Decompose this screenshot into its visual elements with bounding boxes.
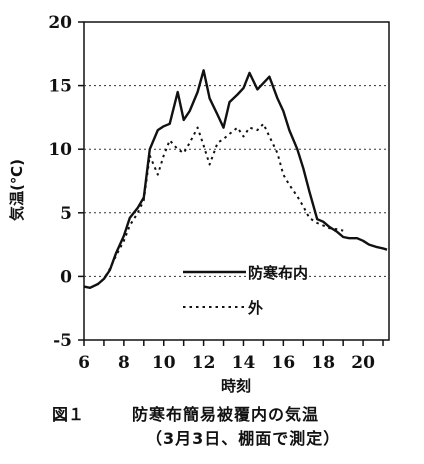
x-tick-label: 16 xyxy=(272,353,296,373)
plot-frame xyxy=(83,21,390,341)
y-tick-label: 20 xyxy=(48,13,72,33)
y-axis-label: 気温(℃) xyxy=(8,159,26,221)
figure-number: 図１ xyxy=(52,405,85,424)
y-tick-label: 5 xyxy=(60,204,72,224)
y-tick-labels: -5 0 5 10 15 20 xyxy=(48,13,72,351)
y-tick-label: 0 xyxy=(60,267,72,287)
x-tick-label: 10 xyxy=(152,353,176,373)
axis-ticks xyxy=(78,21,384,346)
horizontal-gridlines xyxy=(84,85,389,277)
x-tick-labels: 6 8 10 12 14 16 18 20 xyxy=(78,353,375,373)
figure-subtitle: （3月3日、棚面で測定） xyxy=(146,429,341,448)
series-line-inside xyxy=(83,69,388,289)
y-tick-label: -5 xyxy=(53,331,72,351)
x-tick-label: 20 xyxy=(351,353,375,373)
x-tick-label: 14 xyxy=(232,353,256,373)
series-lines xyxy=(83,69,388,289)
x-tick-label: 6 xyxy=(78,353,90,373)
x-tick-label: 8 xyxy=(118,353,130,373)
legend-label: 外 xyxy=(247,299,263,317)
x-tick-label: 18 xyxy=(311,353,335,373)
figure-title: 防寒布簡易被覆内の気温 xyxy=(132,405,320,424)
y-tick-label: 10 xyxy=(48,140,72,160)
x-tick-label: 12 xyxy=(192,353,216,373)
y-tick-label: 15 xyxy=(48,77,72,97)
legend-label: 防寒布内 xyxy=(248,264,308,282)
x-axis-label: 時刻 xyxy=(221,377,251,395)
